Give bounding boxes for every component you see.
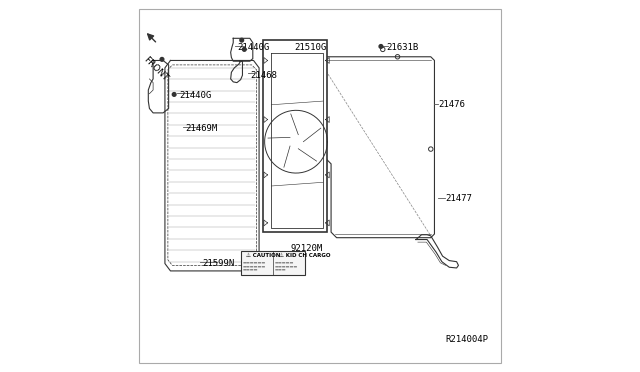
Circle shape <box>379 45 383 48</box>
Text: ▬▬▬▬▬▬: ▬▬▬▬▬▬ <box>243 260 266 264</box>
Circle shape <box>172 93 176 96</box>
Text: 21468: 21468 <box>250 71 276 80</box>
Text: 21477: 21477 <box>445 195 472 203</box>
Text: ▬▬▬▬▬▬: ▬▬▬▬▬▬ <box>275 264 298 268</box>
Text: ▬▬▬: ▬▬▬ <box>275 268 287 272</box>
Text: 92120M: 92120M <box>291 244 323 253</box>
Circle shape <box>160 58 164 61</box>
Circle shape <box>243 48 246 51</box>
Text: ⚠ CAUTION: ⚠ CAUTION <box>246 253 280 258</box>
Text: R214004P: R214004P <box>445 335 488 344</box>
Text: 21440G: 21440G <box>237 43 269 52</box>
Text: 21599N: 21599N <box>202 259 234 268</box>
Text: ▬▬▬▬▬: ▬▬▬▬▬ <box>275 260 294 264</box>
Text: 21440G: 21440G <box>179 91 211 100</box>
Text: 21476: 21476 <box>438 100 465 109</box>
Text: 21469M: 21469M <box>185 124 218 133</box>
Text: ▬▬▬▬: ▬▬▬▬ <box>243 268 258 272</box>
Bar <box>263 40 328 232</box>
Text: 21631B: 21631B <box>387 43 419 52</box>
Text: ⚠ KID CH CARGO: ⚠ KID CH CARGO <box>278 253 330 258</box>
Text: FRONT: FRONT <box>141 55 170 83</box>
Bar <box>241 251 305 275</box>
Text: ▬▬▬▬▬▬: ▬▬▬▬▬▬ <box>243 264 266 268</box>
Text: 21510G: 21510G <box>294 43 326 52</box>
Circle shape <box>240 38 244 42</box>
